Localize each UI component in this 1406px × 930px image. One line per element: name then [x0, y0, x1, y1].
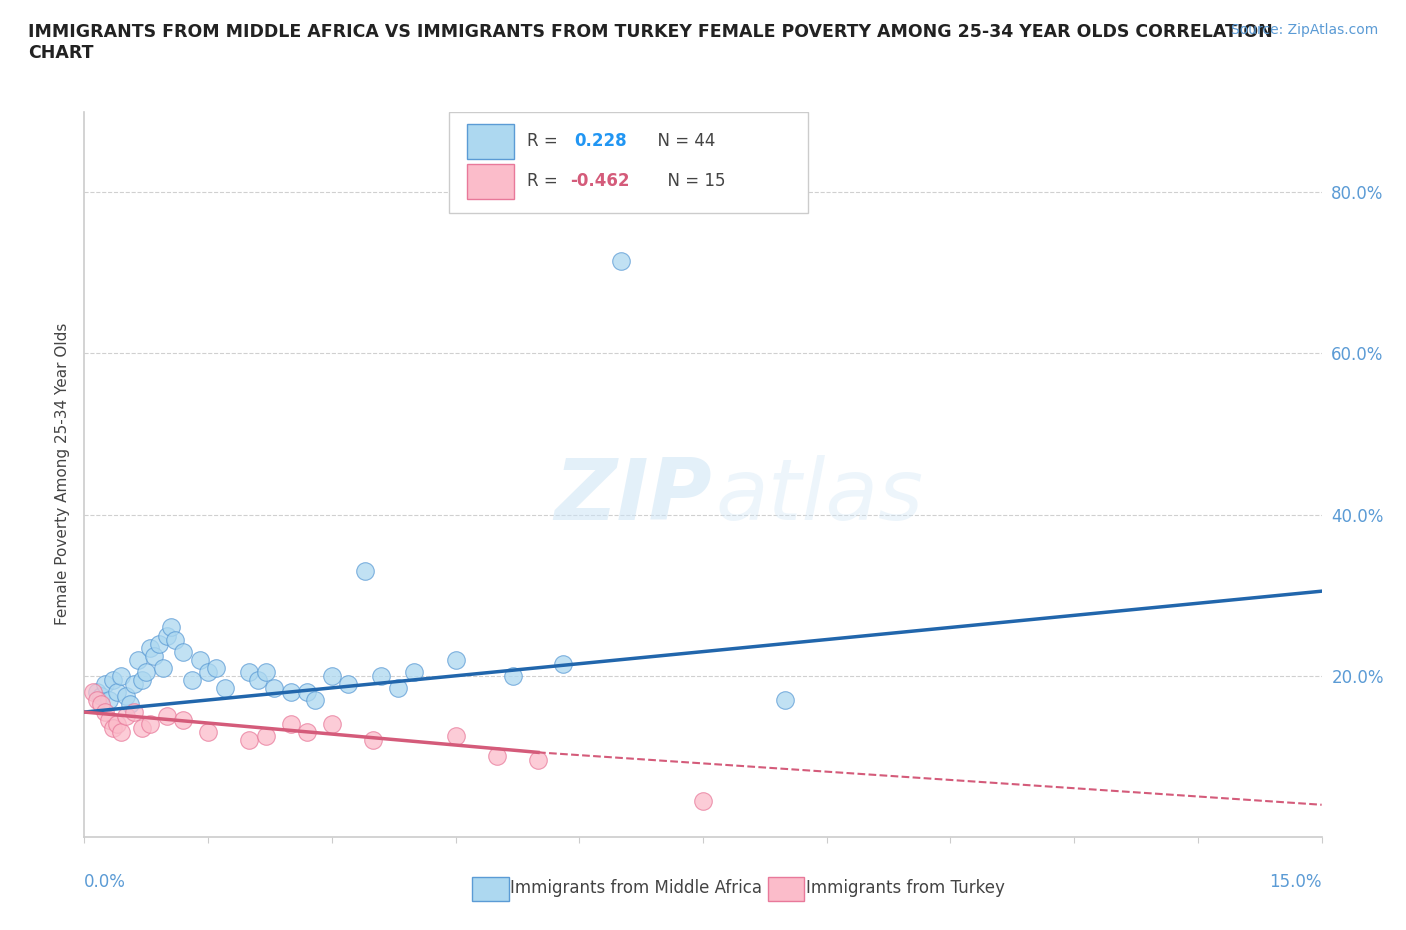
Point	[238, 664, 260, 679]
Point	[295, 724, 318, 739]
Point	[86, 693, 108, 708]
Text: Immigrants from Middle Africa: Immigrants from Middle Africa	[510, 879, 762, 897]
FancyBboxPatch shape	[467, 164, 513, 199]
Point	[214, 681, 236, 696]
FancyBboxPatch shape	[467, 124, 513, 159]
Point	[502, 669, 524, 684]
Point	[90, 688, 112, 703]
Point	[122, 676, 145, 691]
Point	[775, 693, 797, 708]
Point	[103, 721, 125, 736]
Point	[98, 693, 121, 708]
Point	[551, 657, 574, 671]
Point	[609, 253, 631, 268]
Point	[485, 749, 508, 764]
Text: N = 44: N = 44	[647, 132, 716, 151]
Point	[444, 729, 467, 744]
Point	[404, 664, 426, 679]
FancyBboxPatch shape	[450, 112, 808, 213]
Point	[98, 712, 121, 727]
Point	[127, 652, 149, 667]
Text: IMMIGRANTS FROM MIDDLE AFRICA VS IMMIGRANTS FROM TURKEY FEMALE POVERTY AMONG 25-: IMMIGRANTS FROM MIDDLE AFRICA VS IMMIGRA…	[28, 23, 1272, 62]
Point	[180, 672, 202, 687]
Point	[304, 693, 326, 708]
Text: 0.0%: 0.0%	[84, 873, 127, 891]
Point	[135, 664, 157, 679]
Point	[131, 672, 153, 687]
Point	[172, 644, 194, 659]
Point	[90, 697, 112, 711]
Text: -0.462: -0.462	[571, 172, 630, 191]
Point	[105, 684, 128, 699]
Point	[692, 793, 714, 808]
Point	[254, 664, 277, 679]
Point	[110, 669, 132, 684]
Text: atlas: atlas	[716, 455, 924, 538]
Point	[160, 620, 183, 635]
Point	[205, 660, 228, 675]
Text: ZIP: ZIP	[554, 455, 713, 538]
Point	[105, 717, 128, 732]
Point	[122, 705, 145, 720]
Point	[246, 672, 269, 687]
Point	[82, 684, 104, 699]
Point	[86, 684, 108, 699]
Text: 15.0%: 15.0%	[1270, 873, 1322, 891]
Point	[295, 684, 318, 699]
Point	[94, 705, 117, 720]
Point	[110, 724, 132, 739]
Point	[139, 717, 162, 732]
Point	[156, 628, 179, 643]
Text: N = 15: N = 15	[657, 172, 725, 191]
Point	[444, 652, 467, 667]
Point	[156, 709, 179, 724]
Text: Immigrants from Turkey: Immigrants from Turkey	[806, 879, 1004, 897]
Point	[139, 640, 162, 655]
Point	[131, 721, 153, 736]
Text: R =: R =	[527, 172, 564, 191]
Point	[337, 676, 360, 691]
Point	[353, 564, 375, 578]
Point	[321, 669, 343, 684]
Point	[114, 688, 136, 703]
Text: R =: R =	[527, 132, 568, 151]
Point	[238, 733, 260, 748]
Point	[197, 664, 219, 679]
Point	[527, 753, 550, 768]
Y-axis label: Female Poverty Among 25-34 Year Olds: Female Poverty Among 25-34 Year Olds	[55, 323, 70, 626]
Point	[188, 652, 211, 667]
Point	[165, 632, 187, 647]
Point	[263, 681, 285, 696]
Point	[148, 636, 170, 651]
Point	[114, 709, 136, 724]
Point	[94, 676, 117, 691]
Text: Source: ZipAtlas.com: Source: ZipAtlas.com	[1230, 23, 1378, 37]
Point	[387, 681, 409, 696]
Point	[152, 660, 174, 675]
Point	[118, 697, 141, 711]
Point	[361, 733, 384, 748]
Point	[370, 669, 392, 684]
Point	[197, 724, 219, 739]
Point	[321, 717, 343, 732]
Point	[172, 712, 194, 727]
Text: 0.228: 0.228	[574, 132, 627, 151]
Point	[280, 717, 302, 732]
Point	[280, 684, 302, 699]
Point	[103, 672, 125, 687]
Point	[143, 648, 166, 663]
Point	[254, 729, 277, 744]
